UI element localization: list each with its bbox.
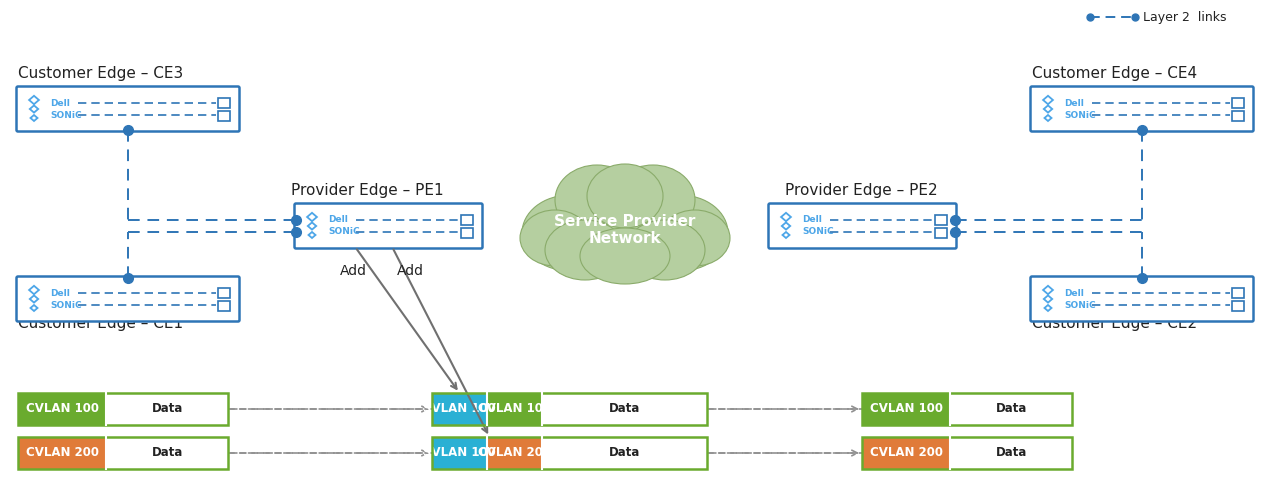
- Text: SVLAN 100: SVLAN 100: [424, 446, 495, 459]
- Ellipse shape: [556, 180, 695, 276]
- FancyBboxPatch shape: [861, 437, 950, 469]
- Text: Dell: Dell: [328, 215, 348, 224]
- FancyBboxPatch shape: [934, 228, 947, 238]
- Ellipse shape: [660, 210, 730, 266]
- Text: Data: Data: [151, 446, 183, 459]
- Text: SVLAN 100: SVLAN 100: [424, 402, 495, 415]
- FancyBboxPatch shape: [1231, 288, 1244, 298]
- Text: Provider Edge – PE2: Provider Edge – PE2: [785, 183, 938, 198]
- FancyBboxPatch shape: [768, 203, 956, 248]
- Text: Dell: Dell: [1064, 99, 1084, 108]
- Ellipse shape: [556, 165, 639, 235]
- Text: SONiC: SONiC: [50, 301, 82, 310]
- Text: CVLAN 200: CVLAN 200: [477, 446, 550, 459]
- Text: Dell: Dell: [803, 215, 822, 224]
- Text: Customer Edge – CE3: Customer Edge – CE3: [18, 66, 183, 81]
- FancyBboxPatch shape: [218, 98, 230, 108]
- Text: Data: Data: [609, 402, 640, 415]
- FancyBboxPatch shape: [950, 393, 1073, 425]
- FancyBboxPatch shape: [17, 277, 239, 322]
- Ellipse shape: [545, 220, 625, 280]
- FancyBboxPatch shape: [1231, 301, 1244, 311]
- FancyBboxPatch shape: [486, 437, 541, 469]
- FancyBboxPatch shape: [106, 393, 228, 425]
- Text: Data: Data: [996, 402, 1027, 415]
- Text: CVLAN 200: CVLAN 200: [869, 446, 942, 459]
- FancyBboxPatch shape: [17, 87, 239, 131]
- Text: Dell: Dell: [50, 289, 70, 298]
- Text: Layer 2  links: Layer 2 links: [1143, 11, 1226, 24]
- Text: CVLAN 200: CVLAN 200: [26, 446, 99, 459]
- Ellipse shape: [520, 210, 590, 266]
- FancyBboxPatch shape: [486, 393, 541, 425]
- FancyBboxPatch shape: [1030, 277, 1253, 322]
- Ellipse shape: [588, 164, 663, 228]
- Text: CVLAN 100: CVLAN 100: [477, 402, 550, 415]
- FancyBboxPatch shape: [950, 437, 1073, 469]
- FancyBboxPatch shape: [18, 393, 106, 425]
- FancyBboxPatch shape: [541, 393, 707, 425]
- Text: Service Provider
Network: Service Provider Network: [554, 214, 696, 246]
- Text: Customer Edge – CE4: Customer Edge – CE4: [1032, 66, 1197, 81]
- Text: Add: Add: [397, 264, 424, 278]
- Ellipse shape: [632, 195, 728, 271]
- Ellipse shape: [625, 220, 705, 280]
- Text: Customer Edge – CE1: Customer Edge – CE1: [18, 316, 183, 331]
- Ellipse shape: [580, 228, 669, 284]
- FancyBboxPatch shape: [461, 215, 474, 225]
- Text: SONiC: SONiC: [1064, 301, 1096, 310]
- Text: Provider Edge – PE1: Provider Edge – PE1: [291, 183, 444, 198]
- FancyBboxPatch shape: [18, 437, 106, 469]
- FancyBboxPatch shape: [218, 288, 230, 298]
- FancyBboxPatch shape: [294, 203, 483, 248]
- FancyBboxPatch shape: [461, 228, 474, 238]
- FancyBboxPatch shape: [218, 111, 230, 121]
- Text: Data: Data: [996, 446, 1027, 459]
- Ellipse shape: [611, 165, 695, 235]
- Ellipse shape: [522, 195, 618, 271]
- Text: Data: Data: [151, 402, 183, 415]
- Text: SONiC: SONiC: [803, 227, 833, 236]
- Text: CVLAN 100: CVLAN 100: [26, 402, 99, 415]
- FancyBboxPatch shape: [861, 393, 950, 425]
- FancyBboxPatch shape: [433, 393, 486, 425]
- FancyBboxPatch shape: [541, 437, 707, 469]
- FancyBboxPatch shape: [1231, 98, 1244, 108]
- Text: SONiC: SONiC: [328, 227, 360, 236]
- Text: SONiC: SONiC: [50, 111, 82, 120]
- Text: Dell: Dell: [1064, 289, 1084, 298]
- FancyBboxPatch shape: [1231, 111, 1244, 121]
- Text: CVLAN 100: CVLAN 100: [869, 402, 942, 415]
- Text: Data: Data: [609, 446, 640, 459]
- FancyBboxPatch shape: [218, 301, 230, 311]
- Text: Dell: Dell: [50, 99, 70, 108]
- FancyBboxPatch shape: [106, 437, 228, 469]
- FancyBboxPatch shape: [934, 215, 947, 225]
- FancyBboxPatch shape: [433, 437, 486, 469]
- Text: SONiC: SONiC: [1064, 111, 1096, 120]
- Text: Add: Add: [340, 264, 367, 278]
- Text: Customer Edge – CE2: Customer Edge – CE2: [1032, 316, 1197, 331]
- FancyBboxPatch shape: [1030, 87, 1253, 131]
